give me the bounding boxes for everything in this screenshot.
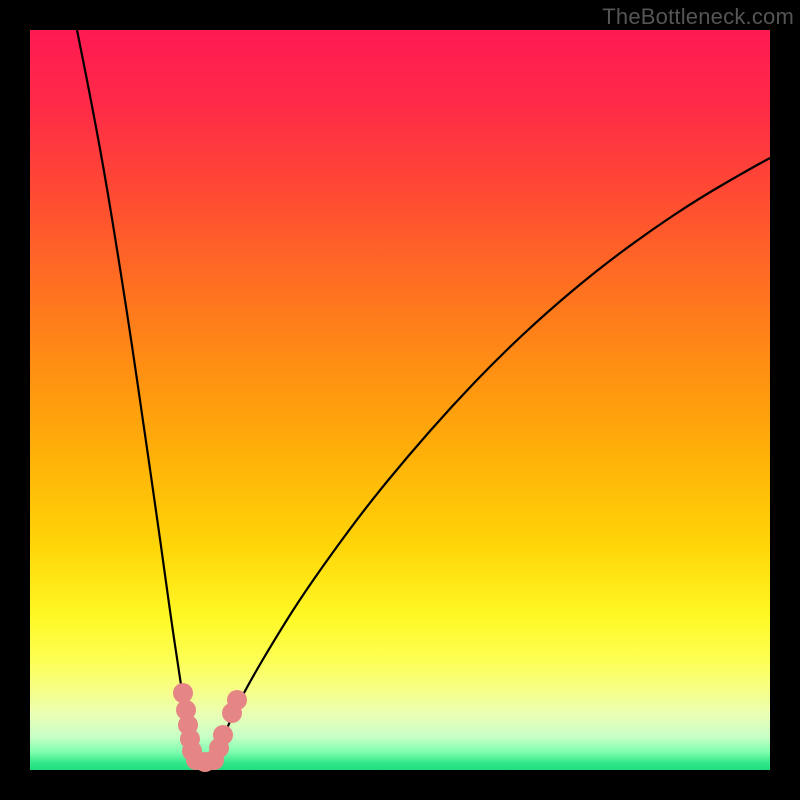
marker-dot <box>173 683 193 703</box>
chart-container: { "watermark": { "text": "TheBottleneck.… <box>0 0 800 800</box>
marker-dot <box>213 725 233 745</box>
marker-dot <box>227 690 247 710</box>
watermark-text: TheBottleneck.com <box>602 4 794 30</box>
bottleneck-chart <box>0 0 800 800</box>
